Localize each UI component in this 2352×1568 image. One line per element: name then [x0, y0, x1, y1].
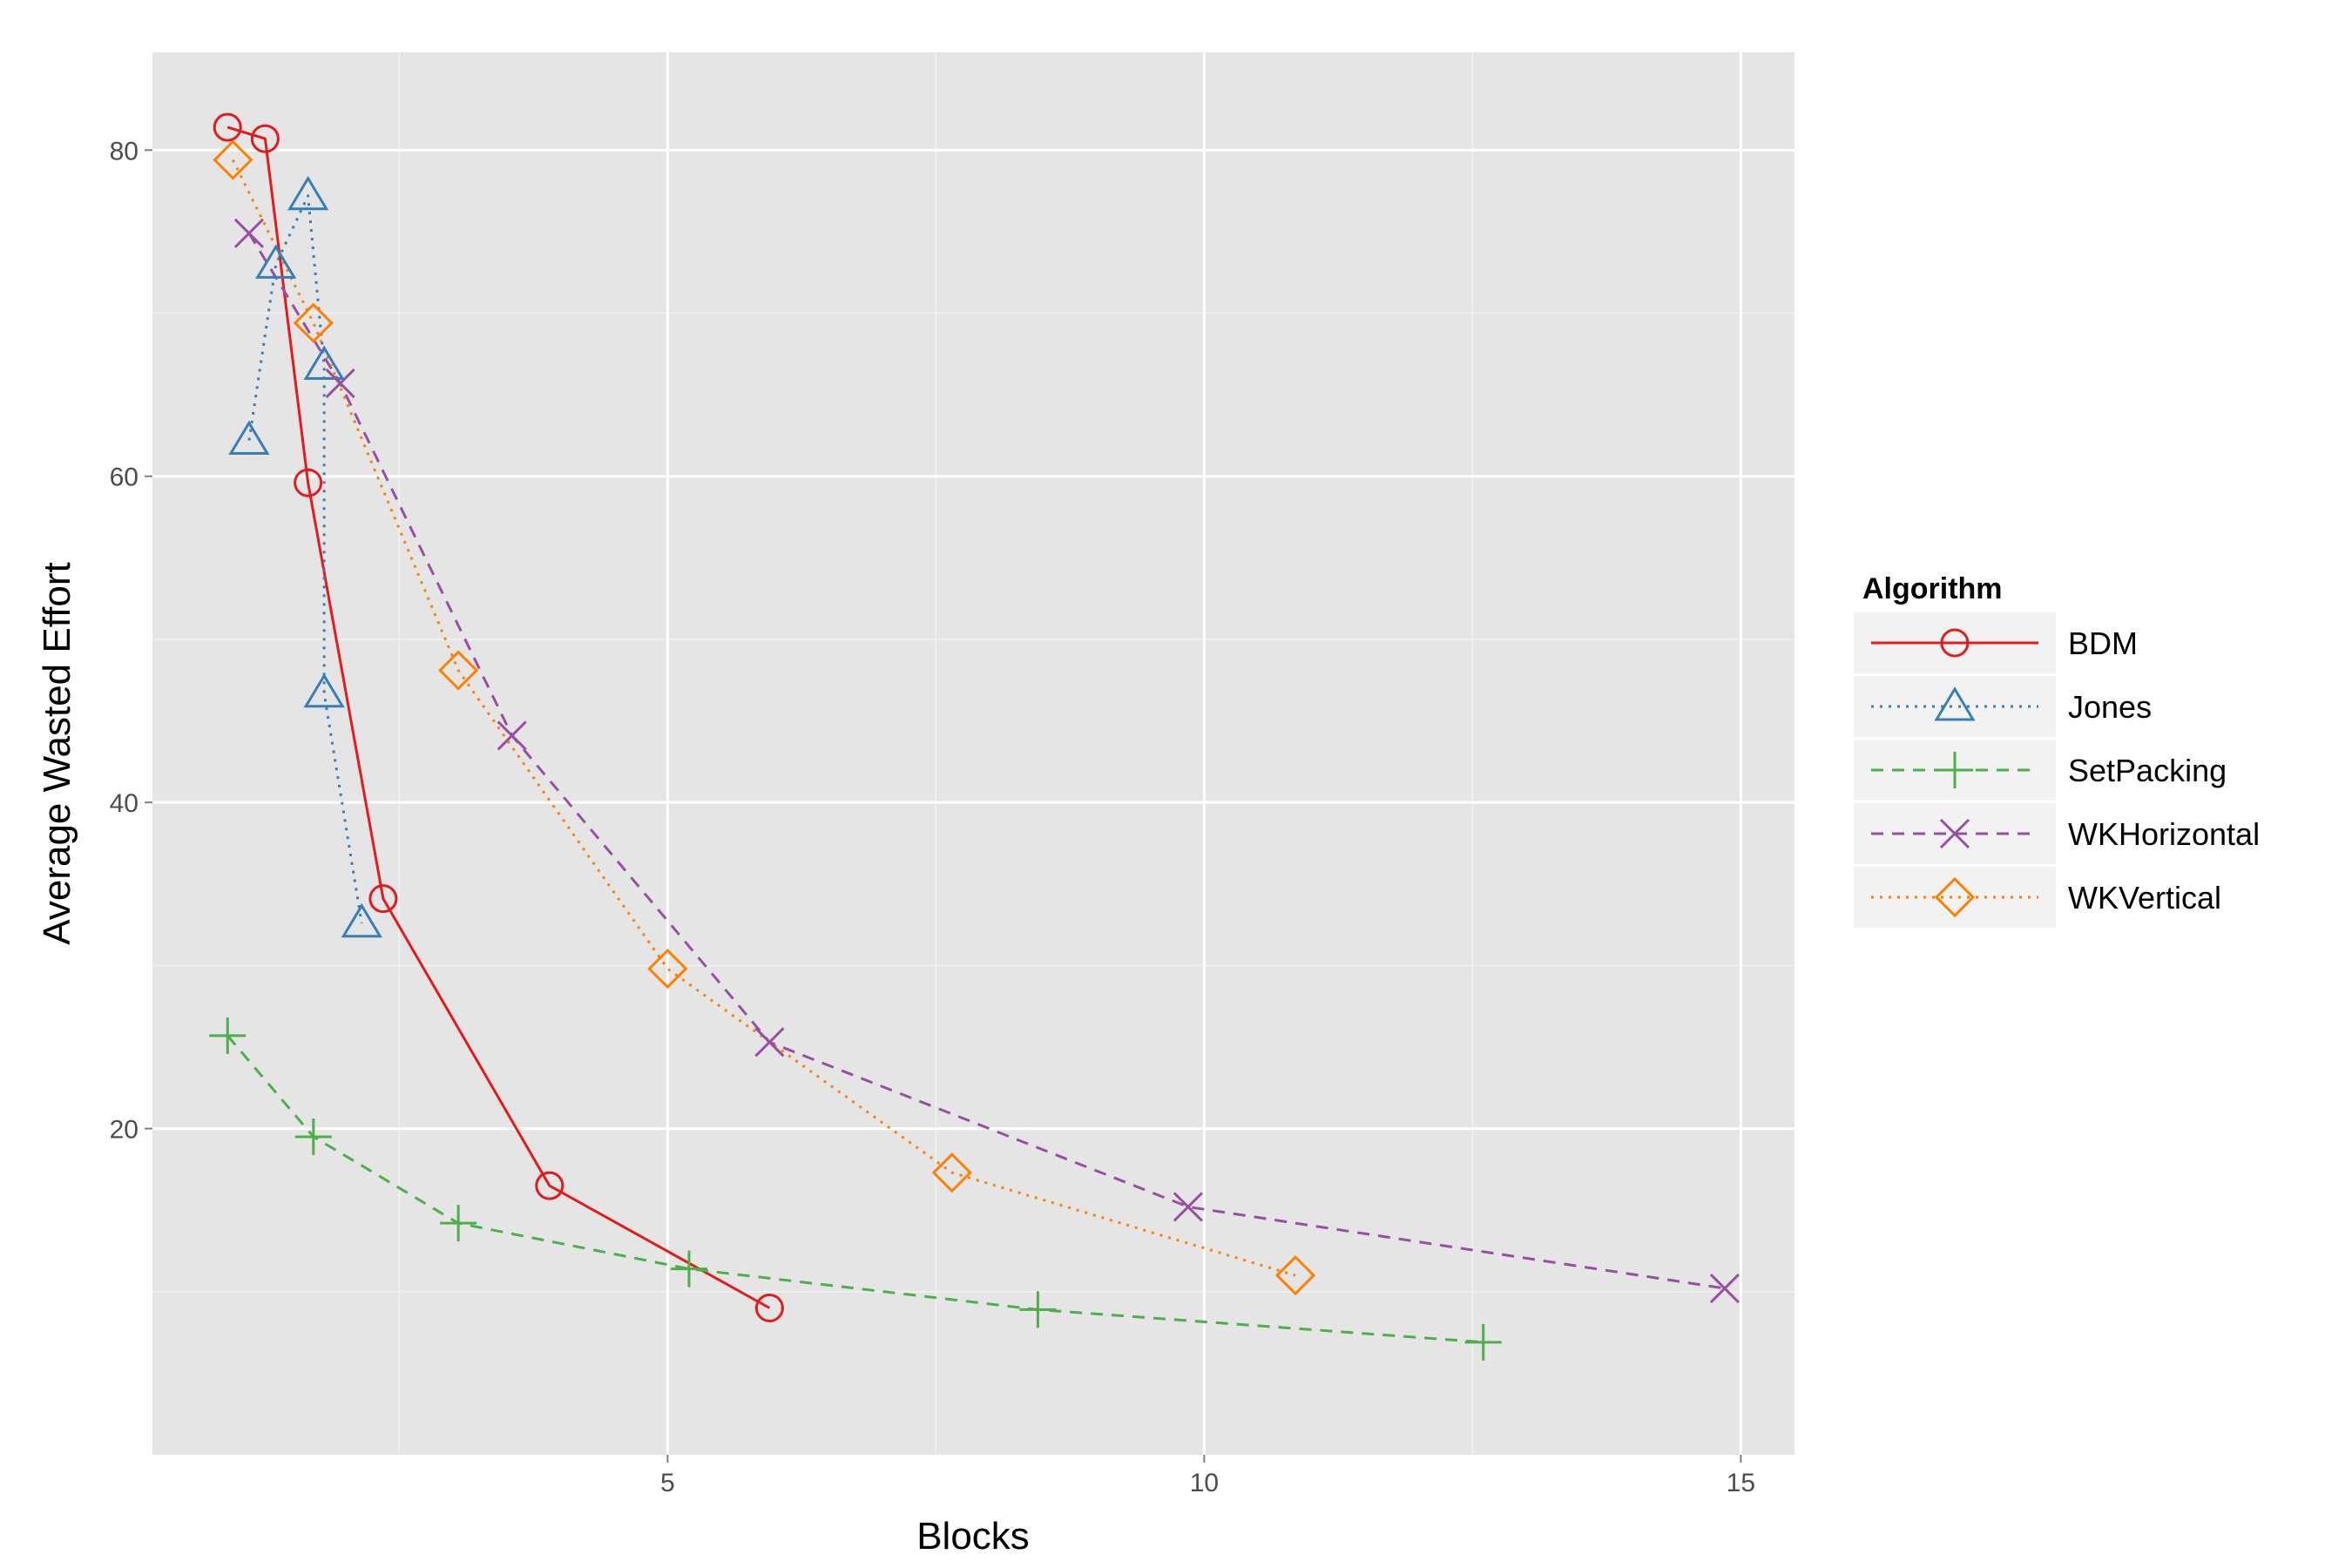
minor-gridlines	[152, 52, 1794, 1455]
legend-key-background	[1854, 676, 2056, 737]
series-line-wkhorizontal	[247, 233, 1726, 1290]
series-lines	[226, 125, 1726, 1344]
data-point-jones	[303, 672, 345, 708]
legend-label-wkvertical: WKVertical	[2068, 880, 2221, 916]
legend-key-marker-bdm	[1940, 628, 1970, 658]
legend: Algorithm BDM Jones SetPacking WKHorizontal…	[1854, 572, 2260, 928]
data-point-wkhorizontal	[233, 218, 264, 248]
y-tick-label: 20	[110, 1116, 139, 1145]
data-point-setpacking	[1019, 1291, 1057, 1328]
data-point-bdm	[754, 1294, 784, 1323]
data-point-bdm	[213, 112, 242, 142]
data-point-wkhorizontal	[1709, 1273, 1740, 1304]
legend-key-marker-wkvertical	[1934, 876, 1976, 918]
data-point-wkvertical	[213, 139, 253, 180]
data-point-setpacking	[440, 1205, 477, 1242]
y-tick-label: 40	[110, 789, 139, 818]
data-point-wkvertical	[438, 650, 479, 691]
data-point-wkhorizontal	[325, 368, 355, 399]
plot-panel	[152, 52, 1794, 1455]
legend-label-jones: Jones	[2068, 689, 2152, 725]
legend-key-marker-jones	[1934, 686, 1976, 721]
legend-label-setpacking: SetPacking	[2068, 753, 2227, 788]
data-point-jones	[303, 345, 345, 380]
x-axis-title: Blocks	[916, 1515, 1030, 1558]
data-point-setpacking	[671, 1250, 708, 1288]
y-axis-title: Average Wasted Effort	[36, 562, 78, 944]
x-axis-ticks: 5 10 15	[660, 1455, 1755, 1497]
x-tick-label: 5	[660, 1469, 675, 1497]
legend-key-marker-wkhorizontal	[1939, 818, 1970, 849]
legend-label-wkhorizontal: WKHorizontal	[2068, 816, 2260, 852]
y-tick-label: 80	[110, 137, 139, 166]
data-point-wkvertical	[1274, 1254, 1316, 1296]
series-line-jones	[247, 194, 363, 923]
data-point-wkhorizontal	[497, 720, 527, 751]
data-point-setpacking	[1464, 1323, 1502, 1361]
x-tick-label: 10	[1190, 1469, 1219, 1497]
series-line-bdm	[226, 125, 771, 1309]
data-point-wkvertical	[647, 948, 688, 990]
data-point-jones	[255, 244, 297, 279]
x-tick-label: 15	[1727, 1469, 1755, 1497]
data-point-setpacking	[294, 1118, 332, 1155]
legend-key-marker-setpacking	[1936, 752, 1973, 788]
legend-key-background	[1854, 867, 2056, 928]
data-point-jones	[287, 175, 329, 211]
data-point-setpacking	[209, 1017, 247, 1054]
data-point-bdm	[250, 124, 280, 153]
series-line-setpacking	[226, 1034, 1484, 1344]
data-point-wkvertical	[293, 302, 334, 343]
data-point-jones	[228, 420, 270, 456]
major-gridlines	[152, 52, 1794, 1455]
series-points	[209, 112, 1740, 1361]
legend-title: Algorithm	[1862, 572, 2003, 605]
y-axis-ticks: 20 40 60 80	[110, 137, 152, 1145]
data-point-jones	[341, 902, 382, 938]
data-point-wkhorizontal	[754, 1027, 785, 1058]
data-point-bdm	[294, 468, 323, 497]
data-point-bdm	[368, 884, 398, 914]
data-point-wkvertical	[931, 1152, 972, 1193]
data-point-wkhorizontal	[1173, 1192, 1203, 1222]
y-tick-label: 60	[110, 463, 139, 492]
data-point-bdm	[535, 1171, 564, 1200]
legend-label-bdm: BDM	[2068, 625, 2138, 661]
